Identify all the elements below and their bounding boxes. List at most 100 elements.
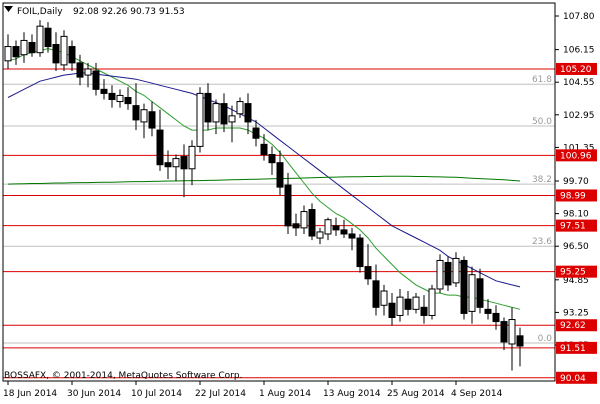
candle-body bbox=[124, 96, 132, 105]
candle-body bbox=[44, 27, 52, 48]
y-tick-label-4: 101.35 bbox=[563, 143, 595, 153]
candle-body bbox=[252, 127, 260, 139]
candle-body bbox=[492, 312, 500, 323]
candle-body bbox=[260, 143, 268, 156]
candle-body bbox=[292, 223, 300, 229]
candle-body bbox=[316, 231, 324, 239]
candle-body bbox=[92, 70, 100, 90]
dropdown-triangle-icon[interactable] bbox=[4, 6, 13, 12]
candle-body bbox=[236, 101, 244, 115]
candle-22 bbox=[180, 144, 188, 198]
moving-average-line-1 bbox=[7, 72, 521, 288]
level-price-label-4: 95.25 bbox=[556, 265, 597, 278]
candle-body bbox=[340, 229, 348, 235]
candlestick-layer bbox=[4, 20, 524, 371]
candle-36 bbox=[292, 213, 300, 237]
candle-body bbox=[380, 290, 388, 306]
candle-63 bbox=[508, 307, 516, 371]
candle-44 bbox=[356, 233, 364, 273]
candle-body bbox=[476, 278, 484, 308]
price-label-layer: 105.20 100.96 98.99 97.51 95.25 92.62 91.51 90.… bbox=[556, 62, 597, 384]
y-tick-label-8: 94.85 bbox=[563, 276, 589, 286]
candle-48 bbox=[388, 293, 396, 326]
candle-body bbox=[12, 46, 20, 58]
candle-46 bbox=[372, 264, 380, 316]
candle-23 bbox=[188, 140, 196, 186]
y-tick-label-9: 93.25 bbox=[563, 308, 589, 318]
candle-53 bbox=[428, 284, 436, 320]
candle-body bbox=[172, 158, 180, 168]
candle-body bbox=[164, 162, 172, 168]
candle-body bbox=[180, 156, 188, 170]
candle-body bbox=[364, 266, 372, 280]
ohlc-values: 92.08 92.26 90.73 91.53 bbox=[73, 7, 185, 17]
level-price-label-text: 97.51 bbox=[560, 222, 586, 232]
y-tick-label-1: 106.15 bbox=[563, 46, 595, 56]
candle-body bbox=[148, 111, 156, 129]
level-price-label-2: 98.99 bbox=[556, 189, 597, 202]
candle-body bbox=[396, 296, 404, 316]
candle-body bbox=[220, 103, 228, 125]
candle-56 bbox=[452, 252, 460, 287]
level-price-label-bg bbox=[556, 265, 597, 278]
candle-body bbox=[68, 46, 76, 64]
candle-29 bbox=[236, 97, 244, 118]
candle-28 bbox=[228, 105, 236, 143]
x-tick-label-3: 22 Jul 2014 bbox=[195, 389, 246, 399]
candle-24 bbox=[196, 87, 204, 153]
candle-50 bbox=[404, 291, 412, 316]
candle-11 bbox=[92, 62, 100, 96]
candle-16 bbox=[132, 83, 140, 131]
chart-header: FOIL,Daily 92.08 92.26 90.73 91.53 bbox=[4, 6, 185, 17]
candle-body bbox=[284, 184, 292, 227]
level-price-label-text: 100.96 bbox=[560, 151, 592, 161]
candle-body bbox=[348, 233, 356, 239]
candle-body bbox=[372, 280, 380, 308]
candle-4 bbox=[36, 20, 44, 57]
candle-20 bbox=[164, 150, 172, 179]
candle-body bbox=[500, 321, 508, 343]
candle-body bbox=[508, 319, 516, 345]
candle-59 bbox=[476, 268, 484, 314]
candle-body bbox=[484, 308, 492, 314]
candle-61 bbox=[492, 305, 500, 330]
level-price-label-0: 105.20 bbox=[556, 62, 597, 75]
candle-47 bbox=[380, 284, 388, 316]
candle-body bbox=[388, 302, 396, 318]
y-tick-label-3: 102.95 bbox=[563, 111, 595, 121]
candle-body bbox=[100, 88, 108, 94]
candle-37 bbox=[300, 205, 308, 234]
y-tick-label-5: 99.70 bbox=[563, 177, 589, 187]
level-price-label-text: 91.51 bbox=[560, 344, 586, 354]
candle-body bbox=[212, 103, 220, 123]
x-tick-label-5: 13 Aug 2014 bbox=[323, 389, 381, 399]
candle-7 bbox=[60, 30, 68, 72]
y-tick-label-6: 98.10 bbox=[563, 210, 589, 220]
candle-body bbox=[36, 25, 44, 54]
candle-3 bbox=[28, 34, 36, 57]
candle-55 bbox=[444, 256, 452, 292]
x-tick-label-7: 4 Sep 2014 bbox=[451, 389, 503, 399]
candle-27 bbox=[220, 93, 228, 133]
candle-8 bbox=[68, 40, 76, 72]
candle-body bbox=[268, 154, 276, 164]
candle-body bbox=[4, 46, 12, 62]
candle-17 bbox=[140, 103, 148, 139]
candle-body bbox=[436, 259, 444, 290]
candle-51 bbox=[412, 293, 420, 314]
candle-15 bbox=[124, 87, 132, 110]
candle-25 bbox=[204, 83, 212, 131]
candle-54 bbox=[436, 254, 444, 294]
candle-57 bbox=[460, 256, 468, 320]
candle-body bbox=[140, 109, 148, 123]
fib-label-0: 61.8 bbox=[532, 75, 552, 85]
candle-body bbox=[196, 92, 204, 147]
level-price-label-bg bbox=[556, 371, 597, 384]
candle-body bbox=[204, 92, 212, 123]
candle-30 bbox=[244, 93, 252, 135]
candle-49 bbox=[396, 288, 404, 322]
candle-body bbox=[20, 39, 28, 56]
candle-21 bbox=[172, 154, 180, 182]
